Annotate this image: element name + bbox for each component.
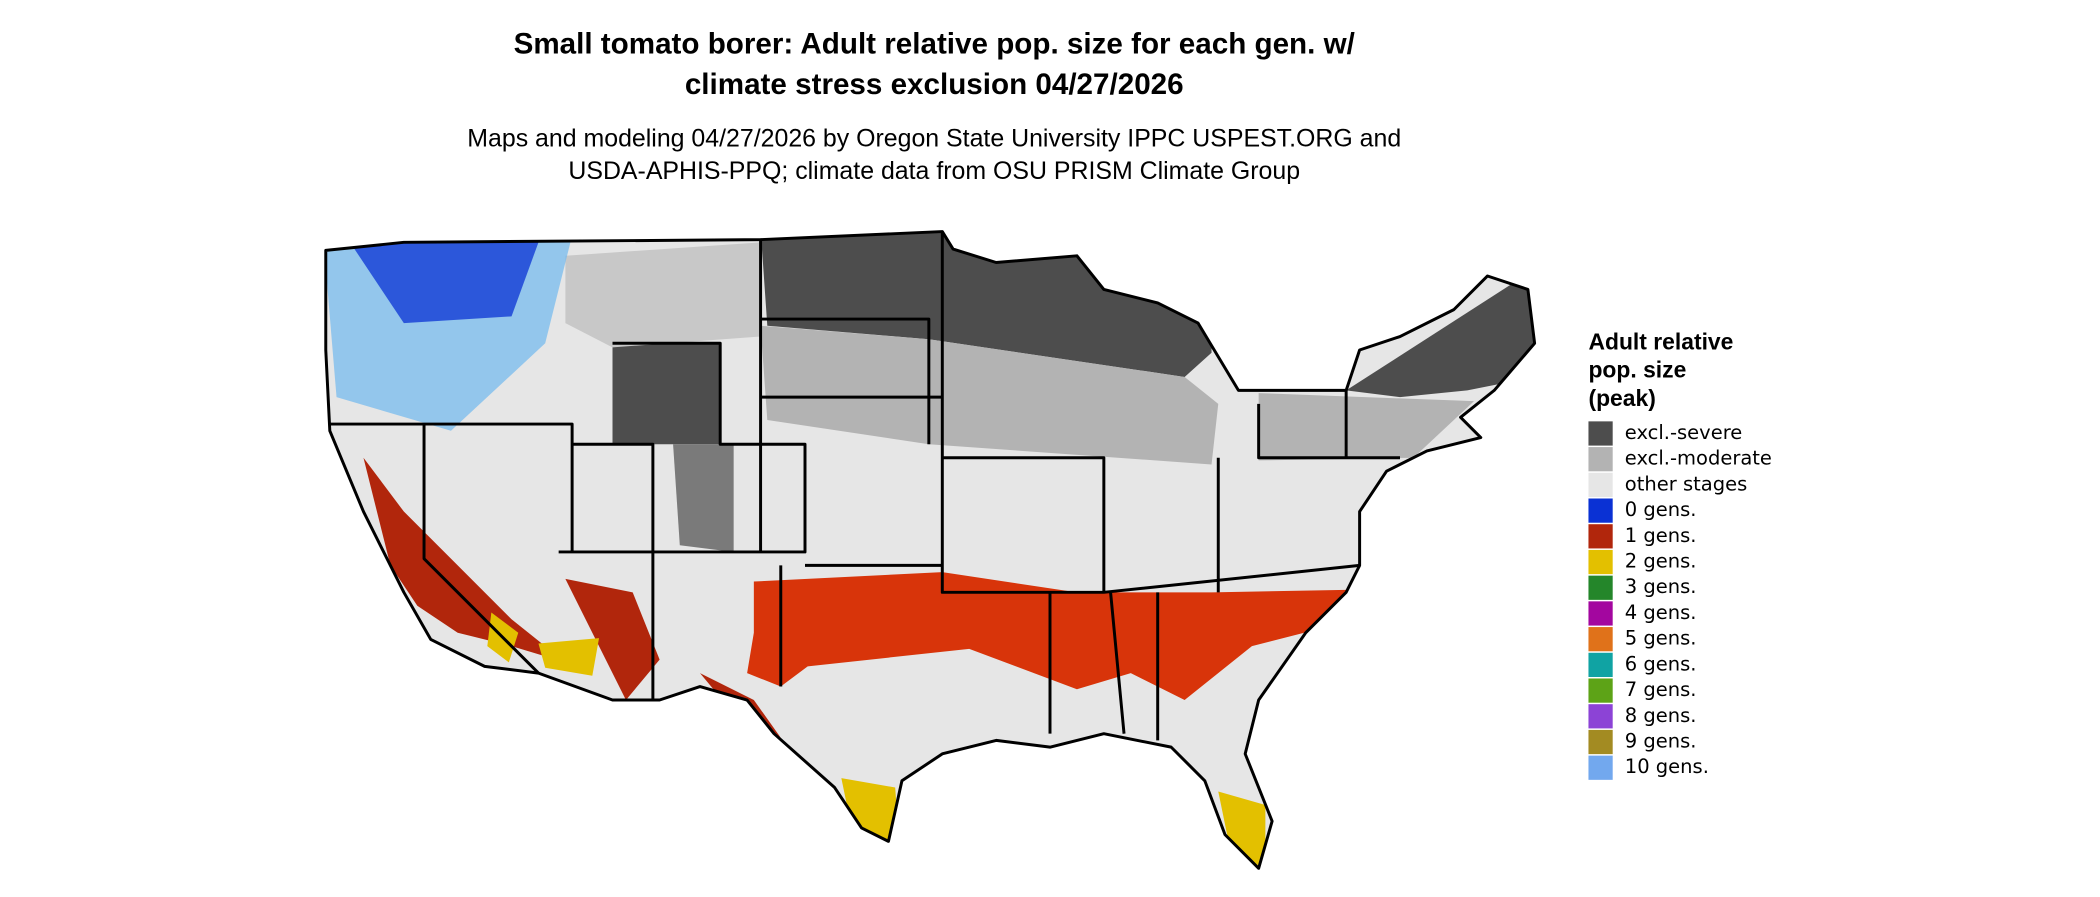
region-1-gens [747, 572, 1360, 701]
legend-swatch [1588, 575, 1613, 600]
region-moderate [565, 242, 761, 348]
legend-swatch [1588, 601, 1613, 626]
subtitle: USDA-APHIS-PPQ; climate data from OSU PR… [568, 157, 1300, 185]
region-severe [673, 444, 734, 552]
region-2-gens [1218, 791, 1266, 869]
legend-label: 1 gens. [1625, 524, 1697, 547]
legend-swatch [1588, 549, 1613, 575]
legend-label: 8 gens. [1625, 704, 1697, 727]
legend-swatch [1588, 627, 1613, 652]
region-severe [1346, 269, 1535, 398]
legend: Adult relative pop. size (peak) excl.-se… [1588, 328, 1772, 780]
legend-label: 6 gens. [1625, 652, 1697, 675]
region-0-gens [350, 242, 539, 324]
region-moderate [760, 325, 1219, 465]
legend-swatch [1588, 421, 1613, 446]
legend-swatch [1588, 472, 1613, 498]
state-borders [324, 230, 1537, 870]
legend-title: (peak) [1588, 385, 1655, 411]
legend-swatch [1588, 704, 1613, 729]
legend-swatch [1588, 652, 1613, 677]
legend-label: 5 gens. [1625, 627, 1697, 650]
title: Small tomato borer: Adult relative pop. … [514, 28, 1355, 61]
region-severe [612, 343, 721, 445]
legend-label: 9 gens. [1625, 730, 1697, 753]
region-1-gens [363, 457, 566, 663]
legend-swatch [1588, 447, 1613, 472]
legend-label: 4 gens. [1625, 601, 1697, 624]
us-map [324, 230, 1537, 870]
legend-label: 7 gens. [1625, 678, 1697, 701]
legend-label: excl.-severe [1625, 421, 1743, 444]
legend-swatch [1588, 755, 1613, 780]
legend-title: pop. size [1588, 357, 1686, 383]
legend-label: excl.-moderate [1625, 447, 1772, 470]
subtitle: Maps and modeling 04/27/2026 by Oregon S… [467, 125, 1401, 153]
region-2-gens [841, 778, 900, 846]
legend-swatch [1588, 524, 1613, 549]
legend-swatch [1588, 678, 1613, 703]
region-1-gens [565, 578, 660, 701]
legend-label: other stages [1625, 472, 1747, 495]
region-moderate [1258, 393, 1475, 461]
title: climate stress exclusion 04/27/2026 [685, 68, 1184, 101]
region-2-gens [538, 638, 600, 676]
legend-swatch [1588, 729, 1613, 755]
legend-label: 3 gens. [1625, 575, 1697, 598]
legend-label: 10 gens. [1625, 755, 1709, 778]
legend-label: 0 gens. [1625, 498, 1697, 521]
legend-swatch [1588, 498, 1613, 523]
legend-label: 2 gens. [1625, 550, 1697, 573]
legend-title: Adult relative [1588, 328, 1733, 354]
